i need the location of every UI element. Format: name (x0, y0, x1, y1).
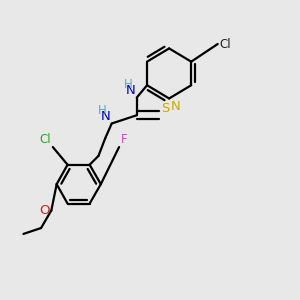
Text: H: H (124, 78, 133, 91)
Text: Cl: Cl (220, 38, 231, 50)
Text: O: O (39, 204, 50, 217)
Text: F: F (121, 133, 128, 146)
Text: S: S (161, 102, 170, 115)
Text: N: N (171, 100, 181, 112)
Text: Cl: Cl (40, 133, 51, 146)
Text: H: H (98, 104, 107, 117)
Text: N: N (125, 84, 135, 97)
Text: N: N (100, 110, 110, 123)
